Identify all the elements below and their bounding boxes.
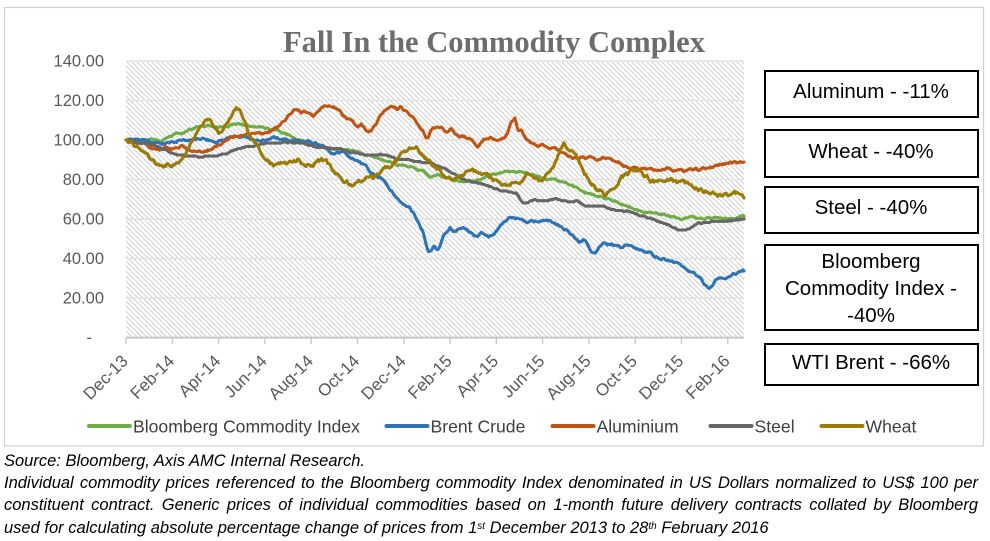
svg-text:120.00: 120.00 — [54, 92, 104, 110]
svg-text:140.00: 140.00 — [54, 53, 104, 71]
svg-text:Wheat: Wheat — [866, 417, 917, 437]
svg-text:40.00: 40.00 — [63, 250, 104, 268]
svg-text:Steel: Steel — [755, 417, 795, 437]
svg-text:-: - — [87, 329, 93, 347]
svg-text:Aluminium: Aluminium — [597, 417, 679, 437]
svg-text:Fall In the Commodity Complex: Fall In the Commodity Complex — [283, 25, 706, 59]
svg-text:Brent Crude: Brent Crude — [431, 417, 526, 437]
svg-text:Bloomberg Commodity Index: Bloomberg Commodity Index — [133, 417, 360, 437]
svg-text:20.00: 20.00 — [63, 290, 104, 308]
svg-text:80.00: 80.00 — [63, 171, 104, 189]
svg-text:60.00: 60.00 — [63, 211, 104, 229]
svg-text:100.00: 100.00 — [54, 132, 104, 150]
